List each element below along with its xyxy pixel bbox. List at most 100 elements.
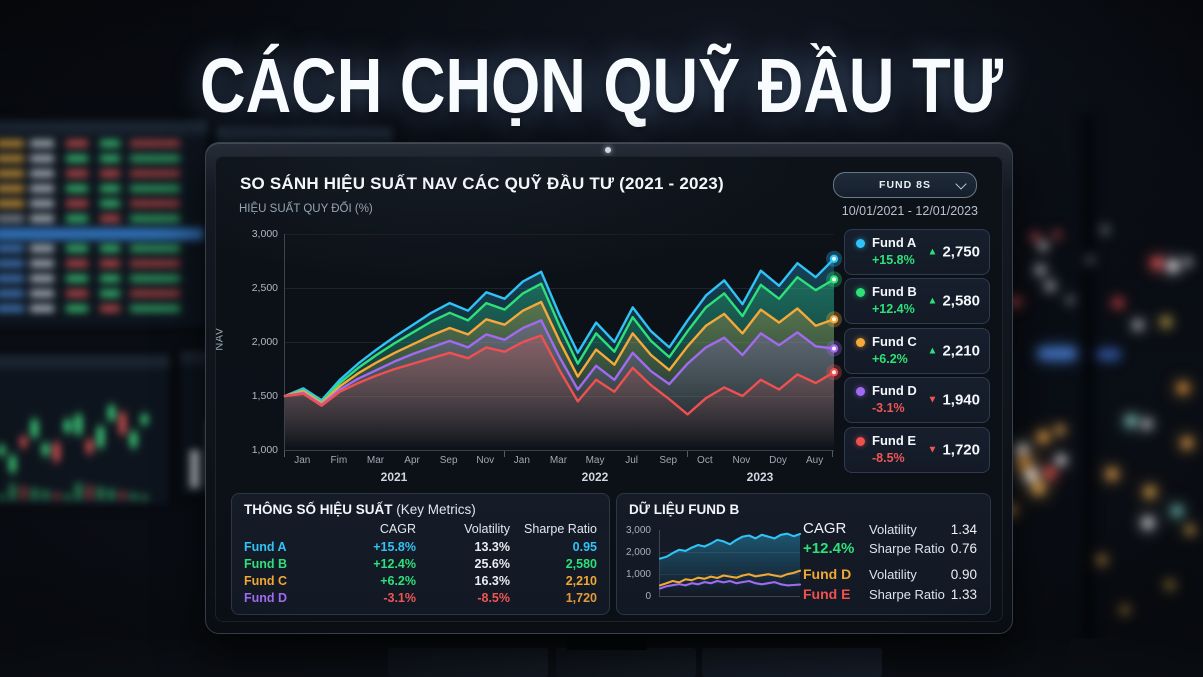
x-tick: Fim (330, 455, 348, 466)
fund-change: +6.2% (872, 352, 908, 366)
desk-object (388, 648, 548, 677)
bokeh-light (1044, 467, 1056, 479)
quote-cell (100, 170, 120, 177)
background-monitor-header (0, 354, 170, 368)
bokeh-light (1125, 415, 1137, 427)
x-tick: May (585, 455, 605, 466)
candle-body (53, 443, 60, 461)
quote-cell (30, 245, 54, 252)
metrics-header-row: CAGR Volatility Sharpe Ratio (244, 522, 597, 536)
background-city-window (1000, 115, 1203, 677)
fund-b-panel-title: DỮ LIỆU FUND B (629, 502, 740, 517)
quote-cell (30, 275, 54, 282)
quote-cell (130, 290, 180, 297)
candle-body (9, 456, 16, 472)
quote-cell (130, 185, 180, 192)
quote-cell (130, 275, 180, 282)
volume-bar (31, 488, 38, 500)
volume-bar (108, 489, 115, 500)
dashboard-subtitle: HIỆU SUẤT QUY ĐỔI (%) (239, 203, 373, 215)
quote-cell (0, 140, 24, 147)
x-tick: Sep (439, 455, 458, 466)
fund-card-fund-c[interactable]: Fund C +6.2% ▲ 2,210 (844, 328, 990, 374)
quote-cell (100, 305, 120, 312)
fund-name: Fund D (872, 383, 917, 398)
stat-value: 0.76 (950, 541, 977, 556)
quote-cell (66, 155, 88, 162)
x-tick: Mar (366, 455, 385, 466)
volume-bar (86, 485, 93, 500)
quote-cell (66, 215, 88, 222)
nav-chart-svg (283, 250, 842, 450)
x-tick: Mar (549, 455, 568, 466)
x-tick: Doy (769, 455, 787, 466)
metrics-title-text: THÔNG SỐ HIỆU SUẤT (244, 502, 393, 517)
fund-card-fund-e[interactable]: Fund E -8.5% ▼ 1,720 (844, 427, 990, 473)
quote-cell (100, 290, 120, 297)
quote-cell (66, 290, 88, 297)
quote-cell (30, 155, 54, 162)
fund-selector-dropdown[interactable]: FUND 8S (833, 172, 977, 198)
fund-card-fund-b[interactable]: Fund B +12.4% ▲ 2,580 (844, 278, 990, 324)
endpoint-dot-Fund E (832, 370, 836, 375)
volume-bar (64, 494, 71, 500)
candle-body (119, 413, 126, 434)
x-axis-labels: Jan Fim Mar Apr Sep Nov Jan Mar May Jul … (284, 455, 833, 466)
x-tick: Sep (659, 455, 678, 466)
year-separator-tick (832, 451, 833, 457)
fund-card-fund-a[interactable]: Fund A +15.8% ▲ 2,750 (844, 229, 990, 275)
bokeh-light (1097, 555, 1107, 565)
fund-name: Fund B (872, 284, 917, 299)
year-separator-tick (284, 451, 285, 457)
x-tick: Nov (732, 455, 751, 466)
bokeh-light (1031, 233, 1039, 241)
quote-cell (100, 155, 120, 162)
metrics-panel-title: THÔNG SỐ HIỆU SUẤT (Key Metrics) (244, 502, 476, 517)
y-axis-title: NAV (215, 327, 226, 351)
candle-body (64, 420, 71, 432)
up-triangle-icon: ▲ (927, 246, 938, 257)
bokeh-light (1035, 265, 1045, 275)
x-tick: Nov (476, 455, 495, 466)
row-volatility: -8.5% (477, 591, 510, 605)
quote-cell (30, 290, 54, 297)
fund-b-mini-chart (658, 530, 802, 597)
candle-body (97, 427, 104, 447)
volume-bar (130, 493, 137, 500)
bokeh-light (1101, 226, 1109, 234)
quote-cell (100, 215, 120, 222)
dashboard-title: SO SÁNH HIỆU SUẤT NAV CÁC QUỸ ĐẦU TƯ (20… (240, 174, 724, 193)
down-triangle-icon: ▼ (927, 394, 938, 405)
column-header: CAGR (379, 522, 416, 536)
fund-card-fund-d[interactable]: Fund D -3.1% ▼ 1,940 (844, 377, 990, 423)
metrics-subtitle-text: (Key Metrics) (396, 502, 476, 517)
stat-group2-fund-e: Fund E (803, 586, 851, 602)
endpoint-dot-Fund B (832, 277, 836, 282)
table-row: Fund B +12.4% 25.6% 2,580 (244, 557, 597, 571)
quote-cell (130, 140, 180, 147)
quote-cell (0, 290, 24, 297)
column-header: Sharpe Ratio (524, 522, 597, 536)
row-cagr: +12.4% (373, 557, 416, 571)
quote-cell (130, 170, 180, 177)
bokeh-light (1177, 382, 1189, 394)
bokeh-light (1151, 257, 1163, 269)
row-volatility: 16.3% (474, 574, 510, 588)
bokeh-light (1184, 258, 1192, 266)
row-sharpe: 2,210 (565, 574, 597, 588)
bokeh-light (1181, 437, 1193, 449)
x-tick: Jul (625, 455, 639, 466)
stat-label: Volatility (869, 567, 917, 582)
quote-cell (30, 260, 54, 267)
quote-cell (0, 275, 24, 282)
bokeh-light (1066, 296, 1074, 304)
fund-c-color-dot (856, 338, 865, 347)
row-volatility: 25.6% (474, 557, 510, 571)
row-sharpe: 2,580 (565, 557, 597, 571)
volume-bar (42, 490, 49, 500)
volume-bar (97, 487, 104, 500)
quote-cell (100, 245, 120, 252)
quote-cell (130, 155, 180, 162)
candle-body (42, 444, 49, 455)
candle-body (31, 420, 38, 437)
